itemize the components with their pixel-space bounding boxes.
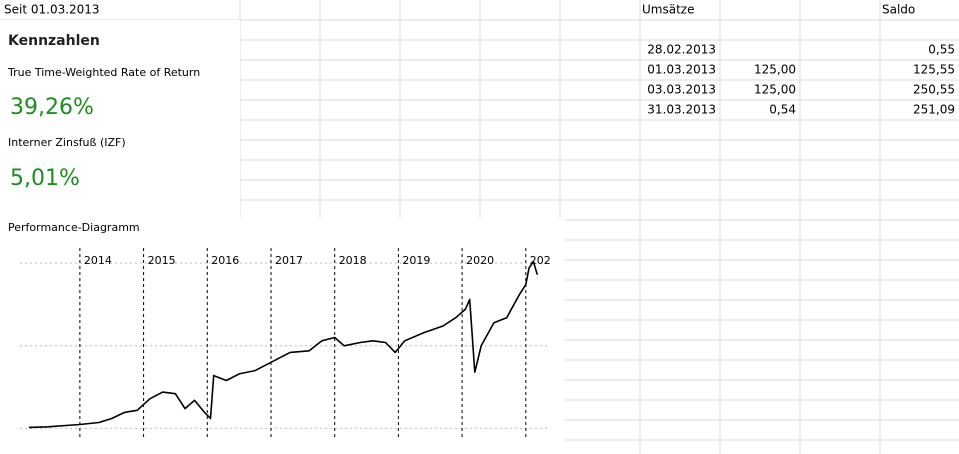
x-tick-label: 2019	[402, 254, 430, 267]
x-tick-label: 2018	[339, 254, 367, 267]
x-tick-label: 2014	[84, 254, 112, 267]
metric-value: 5,01%	[10, 166, 80, 191]
x-tick-label: 2016	[211, 254, 239, 267]
cell-saldo: 251,09	[913, 103, 955, 117]
cell-saldo: 0,55	[928, 43, 955, 57]
x-tick-label: 202	[530, 254, 551, 267]
metric-label: True Time-Weighted Rate of Return	[7, 66, 200, 79]
cell-amount: 125,00	[754, 83, 796, 97]
x-tick-label: 2017	[275, 254, 303, 267]
chart-panel	[0, 218, 565, 454]
metric-label: Interner Zinsfuß (IZF)	[8, 136, 126, 149]
cell-date: 31.03.2013	[647, 103, 716, 117]
cell-saldo: 250,55	[913, 83, 955, 97]
kennzahlen-panel	[0, 20, 240, 218]
cell-amount: 125,00	[754, 63, 796, 77]
cell-date: 28.02.2013	[647, 43, 716, 57]
x-tick-label: 2020	[466, 254, 494, 267]
chart-title: Performance-Diagramm	[8, 221, 140, 234]
panel-title: Kennzahlen	[8, 33, 100, 49]
performance-line	[28, 260, 539, 429]
sheet-title: Seit 01.03.2013	[4, 3, 100, 17]
cell-amount: 0,54	[769, 103, 796, 117]
metric-value: 39,26%	[10, 95, 94, 120]
cell-date: 01.03.2013	[647, 63, 716, 77]
cell-date: 03.03.2013	[647, 83, 716, 97]
column-header: Umsätze	[642, 3, 694, 17]
column-header: Saldo	[882, 3, 915, 17]
x-tick-label: 2015	[148, 254, 176, 267]
cell-saldo: 125,55	[913, 63, 955, 77]
